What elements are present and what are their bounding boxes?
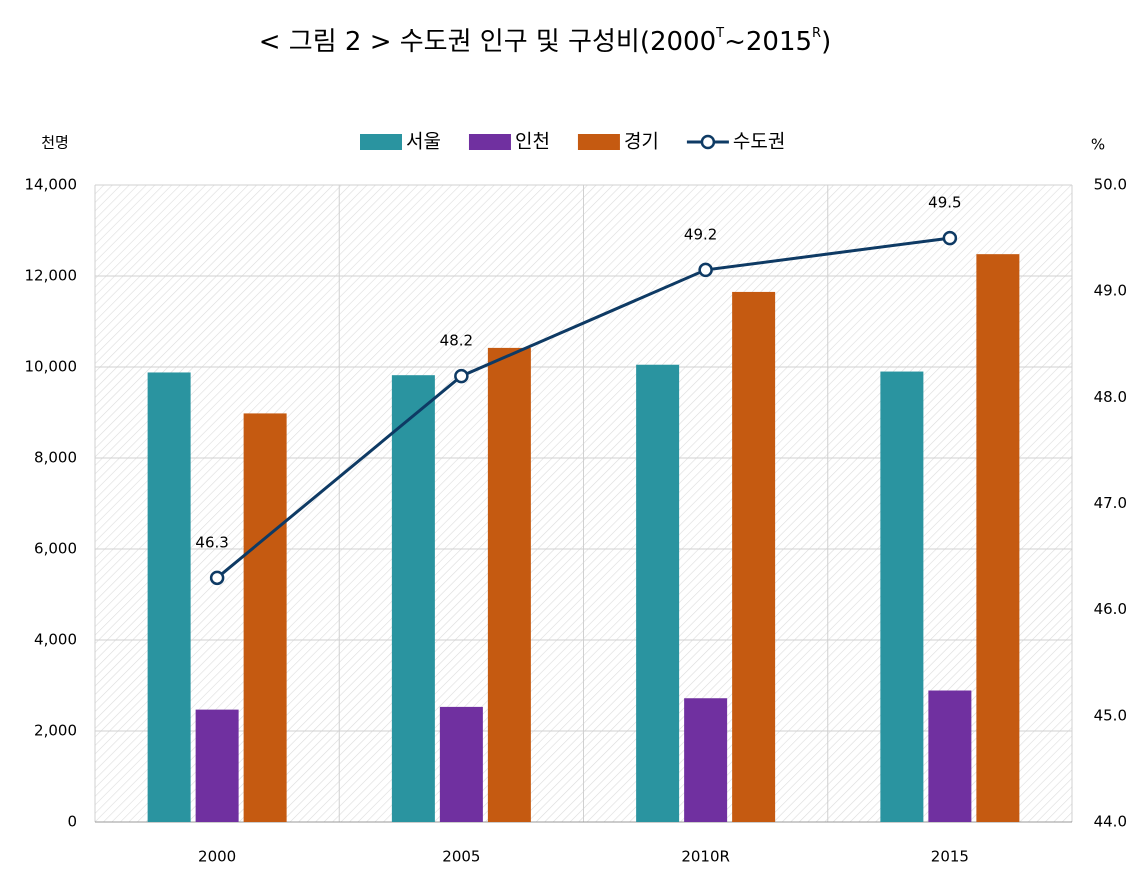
y-tick-label: 10,000	[25, 358, 78, 376]
legend-marker	[700, 134, 716, 150]
y2-tick-label: 50.0	[1094, 176, 1127, 194]
y2-tick-label: 47.0	[1094, 494, 1127, 512]
legend-label: 경기	[624, 131, 659, 153]
legend-swatch	[360, 134, 402, 150]
bar	[147, 372, 191, 822]
y-tick-label: 4,000	[34, 631, 77, 649]
bar	[636, 364, 680, 822]
data-label: 46.3	[195, 533, 228, 551]
legend-label: 인천	[515, 131, 550, 153]
line-marker	[698, 262, 713, 278]
line-marker	[942, 230, 958, 246]
line-marker	[209, 570, 225, 586]
y-tick-label: 12,000	[25, 267, 78, 285]
y2-tick-label: 46.0	[1094, 600, 1127, 618]
y-tick-label: 2,000	[34, 722, 77, 740]
legend-swatch	[468, 134, 511, 150]
bar	[928, 690, 972, 822]
bar	[391, 375, 435, 822]
chart-title: < 그림 2 > 수도권 인구 및 구성비(2000T~2015R)	[259, 26, 832, 57]
y2-tick-label: 45.0	[1094, 706, 1127, 724]
bar	[487, 347, 531, 822]
line	[216, 236, 951, 579]
y2-tick-label: 49.0	[1094, 282, 1127, 300]
y2-axis-label: %	[1091, 136, 1105, 154]
bar	[439, 706, 483, 822]
x-tick-label: 2010R	[681, 848, 730, 866]
y-axis-label: 천명	[41, 134, 69, 152]
y2-tick-label: 48.0	[1094, 388, 1127, 406]
bar	[976, 254, 1020, 822]
data-label: 49.2	[684, 225, 717, 243]
y-tick-label: 0	[67, 813, 77, 831]
legend-swatch	[577, 134, 620, 150]
y2-tick-label: 44.0	[1094, 813, 1127, 831]
bar	[684, 698, 728, 822]
bar	[880, 371, 924, 822]
bar	[195, 709, 239, 822]
y-tick-label: 14,000	[25, 176, 78, 194]
legend-label: 수도권	[733, 131, 785, 153]
data-label: 48.2	[440, 332, 473, 350]
y-tick-label: 6,000	[34, 540, 77, 558]
bar	[732, 291, 776, 822]
x-tick-label: 2015	[931, 848, 969, 866]
data-label: 49.5	[928, 194, 961, 212]
x-tick-label: 2000	[198, 848, 236, 866]
bar	[243, 413, 287, 822]
legend-label: 서울	[406, 131, 441, 153]
y-tick-label: 8,000	[34, 449, 77, 467]
line-marker	[454, 368, 469, 384]
x-tick-label: 2005	[442, 848, 480, 866]
